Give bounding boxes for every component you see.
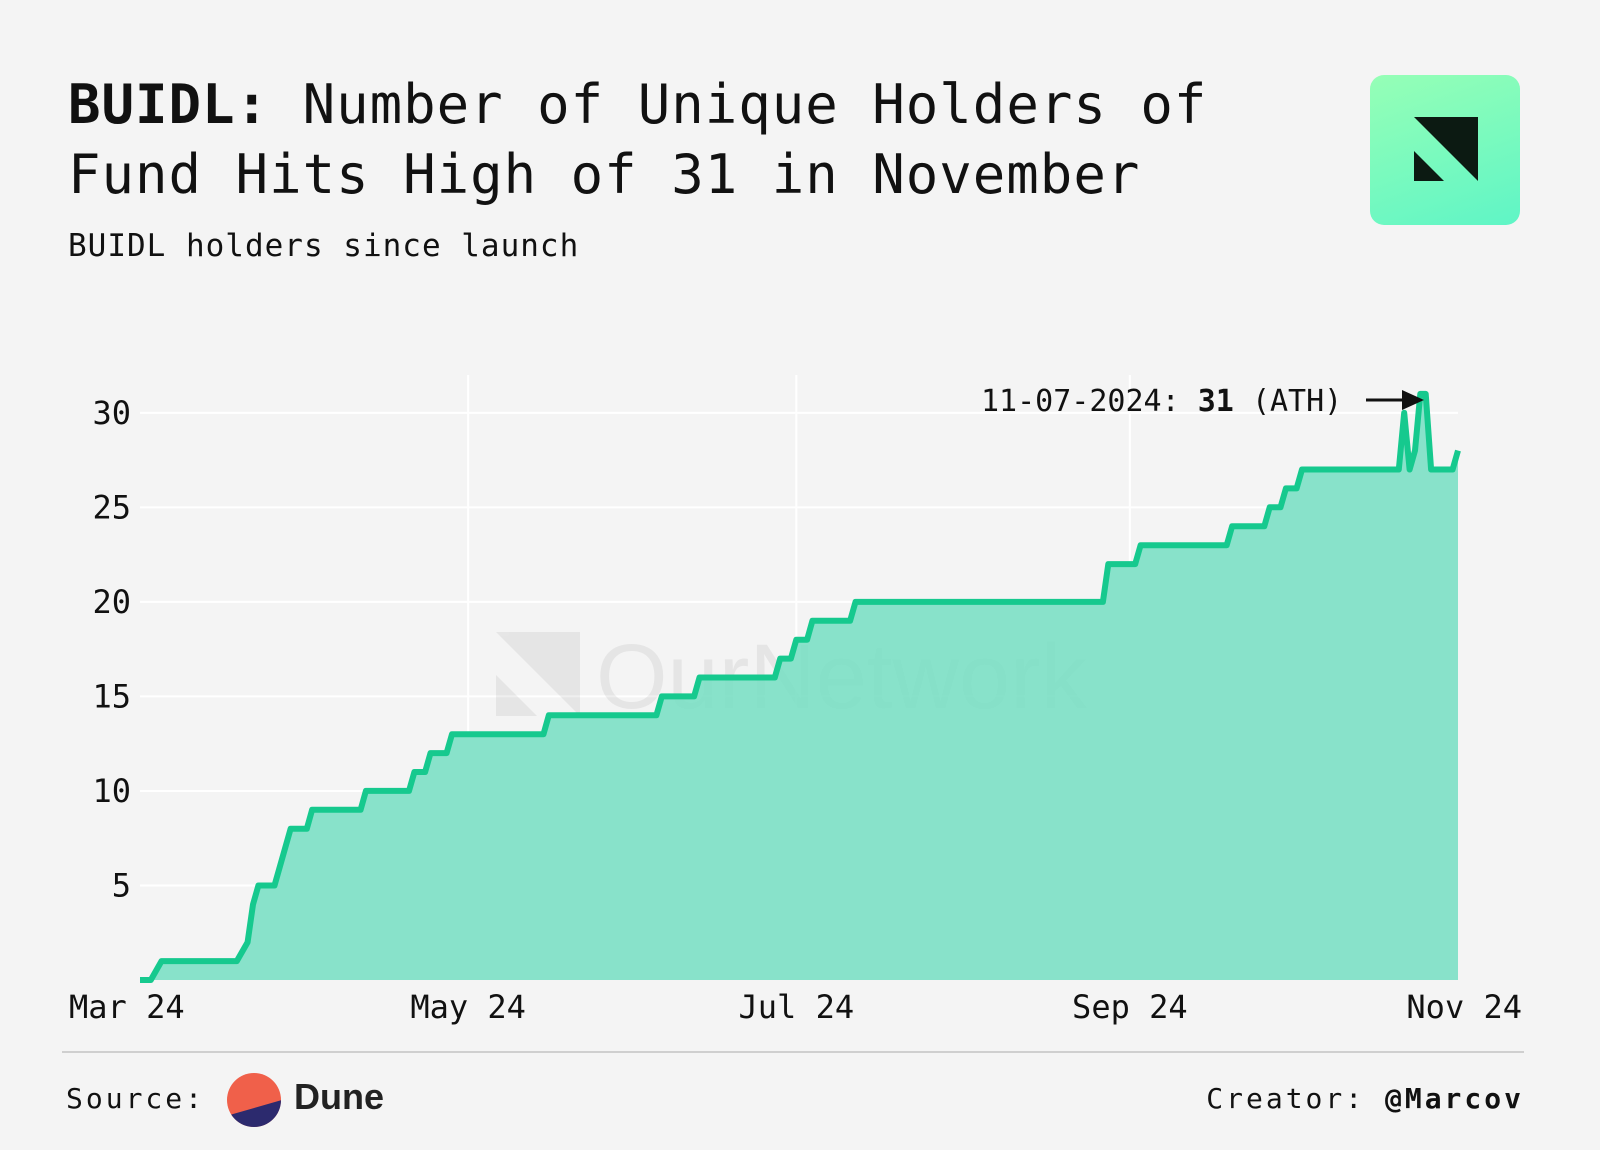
svg-text:11-07-2024: 31 (AT: 11-07-2024: 31 (ATH) <box>981 384 1342 419</box>
y-tick-label: 30 <box>92 394 131 432</box>
annotation-date: 11-07-2024: <box>981 384 1180 419</box>
title-bold: BUIDL: <box>68 73 270 136</box>
x-tick-label: Mar 24 <box>69 988 185 1026</box>
source-label: Source: <box>66 1082 206 1115</box>
series-line <box>140 390 1461 983</box>
y-tick-label: 10 <box>92 772 131 810</box>
ournetwork-logo-icon <box>1414 117 1478 181</box>
chart-subtitle: BUIDL holders since launch <box>68 228 580 264</box>
y-tick-label: 5 <box>112 866 131 904</box>
x-axis-ticks: Mar 24 May 24 Jul 24 Sep 24 Nov 24 <box>69 988 1522 1026</box>
source-name: Dune <box>294 1076 384 1117</box>
title-rest: Number of Unique Holders of Fund Hits Hi… <box>68 73 1208 206</box>
annotation-suffix: (ATH) <box>1252 384 1342 419</box>
annotation-value: 31 <box>1198 384 1234 419</box>
y-tick-label: 25 <box>92 488 131 526</box>
y-tick-label: 20 <box>92 583 131 621</box>
x-tick-label: Jul 24 <box>739 988 855 1026</box>
y-axis-ticks: 5 10 15 20 25 30 <box>92 394 131 905</box>
ournetwork-logo <box>1370 75 1520 225</box>
creator-handle: @Marcov <box>1384 1082 1524 1115</box>
y-tick-label: 15 <box>92 677 131 715</box>
arrow-right-icon <box>1402 390 1424 410</box>
chart-title: BUIDL: Number of Unique Holders of Fund … <box>68 70 1298 210</box>
x-tick-label: May 24 <box>410 988 526 1026</box>
ath-annotation: 11-07-2024: 31 (ATH) <box>981 384 1424 419</box>
x-tick-label: Sep 24 <box>1072 988 1188 1026</box>
dune-logo-icon <box>227 1073 281 1127</box>
creator-label: Creator: <box>1206 1082 1366 1115</box>
x-tick-label: Nov 24 <box>1406 988 1522 1026</box>
footer-divider <box>62 1051 1524 1053</box>
creator-credit: Creator: @Marcov <box>1206 1082 1524 1115</box>
series-area <box>140 393 1458 980</box>
